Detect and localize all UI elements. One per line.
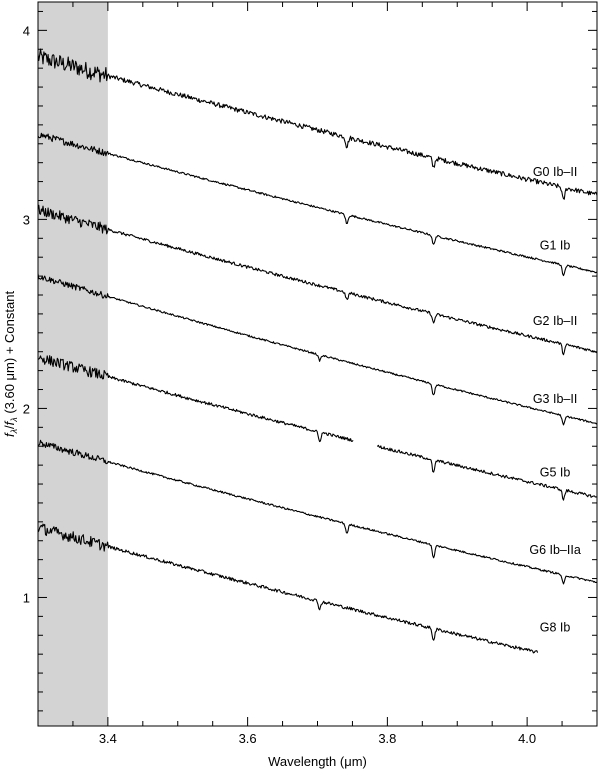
spectrum-line [37, 439, 598, 585]
x-tick-label: 3.8 [378, 731, 396, 746]
series-label: G0 Ib–II [533, 165, 577, 179]
y-title-f1: f [2, 432, 17, 437]
y-tick-label: 1 [23, 590, 30, 605]
y-tick-label: 2 [23, 401, 30, 416]
x-tick-label: 3.4 [99, 731, 117, 746]
plot-frame [37, 1, 598, 727]
axis-ticks [37, 2, 598, 726]
y-axis-title: fλ/fλ (3.60 μm) + Constant [2, 291, 19, 437]
y-tick-label: 4 [23, 23, 30, 38]
series-label: G2 Ib–II [533, 314, 577, 328]
y-title-f2: f [2, 420, 17, 425]
spectrum-line [37, 523, 539, 654]
series-label: G3 Ib–II [533, 392, 577, 406]
spectrum-line [37, 355, 598, 501]
y-title-slash: / [2, 425, 17, 429]
y-title-rest: (3.60 μm) + Constant [2, 291, 17, 418]
spectrum-line [37, 273, 598, 426]
series-label: G8 Ib [540, 620, 571, 634]
x-tick-label: 3.6 [239, 731, 257, 746]
x-axis-title: Wavelength (μm) [268, 754, 367, 769]
y-title-sub1: λ [9, 429, 19, 434]
y-tick-label: 3 [23, 212, 30, 227]
series-labels: G0 Ib–II G1 Ib G2 Ib–II G3 Ib–II G5 Ib G6 Ib–… [529, 165, 580, 635]
x-tick-label: 4.0 [518, 731, 536, 746]
series-label: G6 Ib–IIa [529, 543, 580, 557]
series-label: G5 Ib [540, 465, 571, 479]
tick-labels: 3.4 3.6 3.8 4.0 1 2 3 4 [23, 23, 536, 746]
series-label: G1 Ib [540, 239, 571, 253]
y-title-sub2: λ [9, 417, 19, 422]
spectrum-line [37, 204, 598, 356]
spectrum-line [37, 48, 598, 200]
spectra-lines [37, 48, 598, 654]
spectrum-line [37, 132, 598, 277]
